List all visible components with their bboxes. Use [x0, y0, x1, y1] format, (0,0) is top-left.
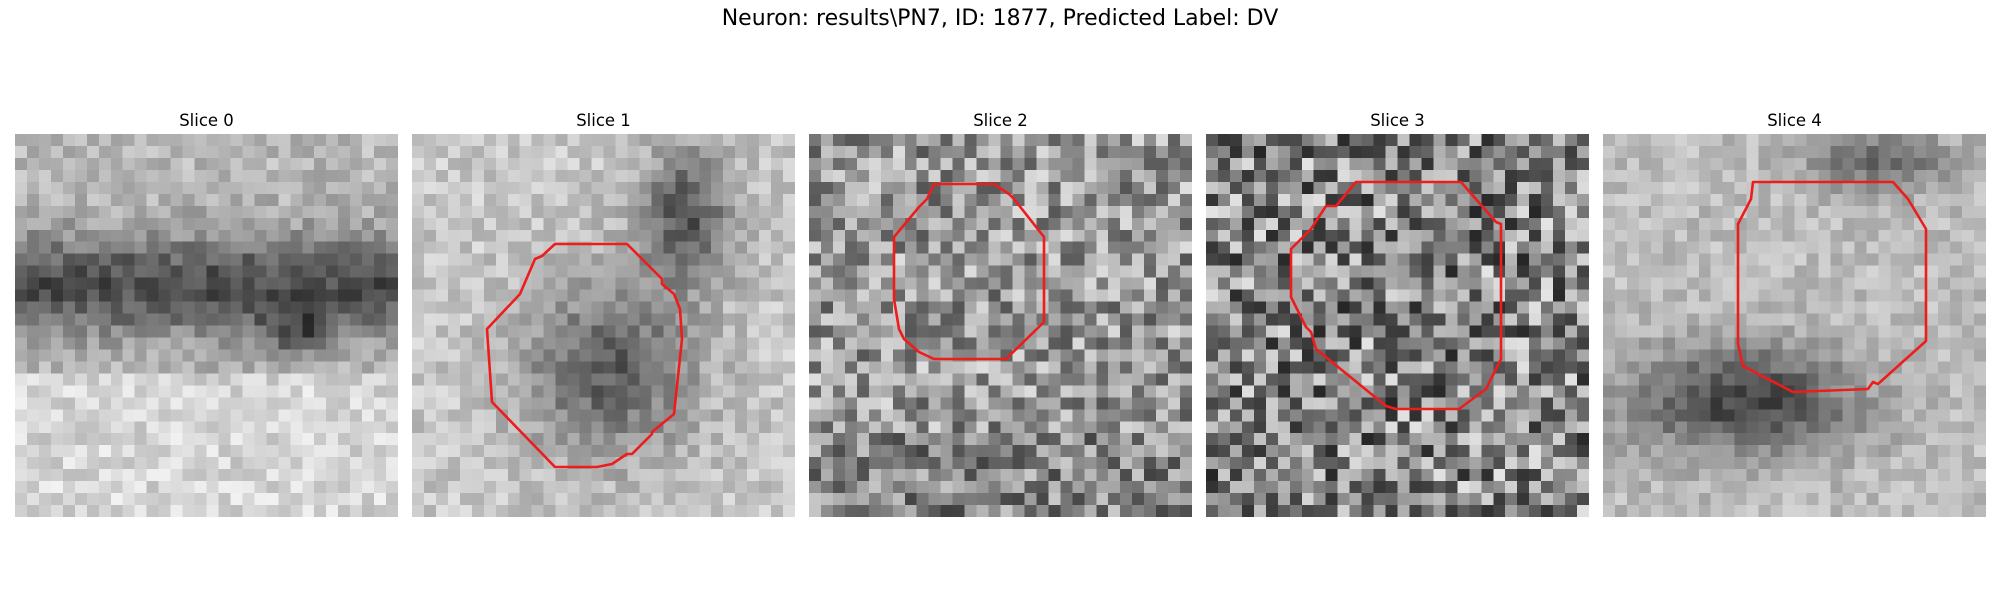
slice-title: Slice 3 [1370, 111, 1425, 130]
roi-outline [1736, 180, 1928, 394]
roi-outline [485, 242, 684, 469]
roi-outline [892, 182, 1046, 361]
figure-title: Neuron: results\PN7, ID: 1877, Predicted… [721, 6, 1279, 31]
slice-image [1603, 134, 1986, 517]
slice-image [809, 134, 1192, 517]
slice-pixel-grid [412, 134, 795, 517]
slice-image [15, 134, 398, 517]
slice-title: Slice 4 [1767, 111, 1822, 130]
slice-image [1206, 134, 1589, 517]
slice-title: Slice 2 [973, 111, 1028, 130]
slice-panel-1: Slice 1 [412, 110, 795, 517]
slice-pixel-grid [809, 134, 1192, 517]
slice-panel-3: Slice 3 [1206, 110, 1589, 517]
roi-outline [1289, 180, 1503, 411]
slice-image [412, 134, 795, 517]
slice-pixel-grid [1603, 134, 1986, 517]
slice-title: Slice 0 [179, 111, 234, 130]
slice-panel-2: Slice 2 [809, 110, 1192, 517]
slice-pixel-grid [1206, 134, 1589, 517]
slice-panel-4: Slice 4 [1603, 110, 1986, 517]
slice-pixel-grid [15, 134, 398, 517]
slice-panel-0: Slice 0 [15, 110, 398, 517]
slice-title: Slice 1 [576, 111, 631, 130]
